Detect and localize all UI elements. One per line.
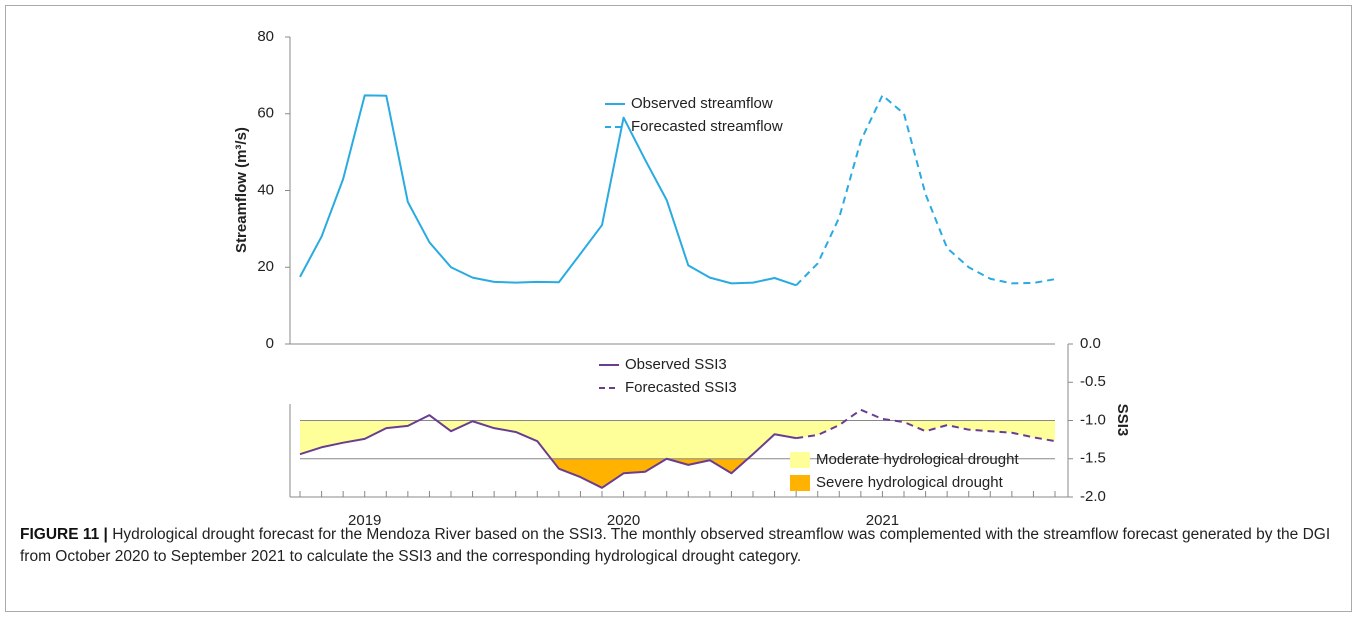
series-line [796,408,1056,443]
caption-text: Hydrological drought forecast for the Me… [20,526,1331,565]
y2-tick-label: -1.0 [1080,411,1106,428]
legend-label: Forecasted SSI3 [625,379,737,396]
y-tick-label: 80 [257,28,274,45]
y2-tick-label: -0.5 [1080,373,1106,390]
y-tick-label: 0 [266,335,274,352]
series-line [299,414,797,489]
series-line [795,94,1056,286]
y2-tick-label: -2.0 [1080,488,1106,505]
series-line [299,94,797,287]
y2-tick-label: -1.5 [1080,450,1106,467]
y-axis-label: Streamflow (m³/s) [233,127,250,253]
caption: FIGURE 11 | Hydrological drought forecas… [20,524,1335,568]
x-tick-label: 2021 [866,512,899,529]
legend-label: Severe hydrological drought [816,474,1004,491]
x-tick-label: 2020 [607,512,640,529]
x-tick-label: 2019 [348,512,381,529]
y2-axis-label: SSI3 [1114,404,1131,437]
legend-label: Observed SSI3 [625,356,727,373]
y-tick-label: 40 [257,181,274,198]
y-tick-label: 60 [257,105,274,122]
legend-swatch [790,452,810,468]
legend-swatch [790,475,810,491]
y-tick-label: 20 [257,258,274,275]
legend-label: Moderate hydrological drought [816,451,1019,468]
figure-frame [5,5,1352,612]
legend-label: Forecasted streamflow [631,118,783,135]
y2-tick-label: 0.0 [1080,335,1101,352]
legend-label: Observed streamflow [631,95,773,112]
caption-label: FIGURE 11 | [20,526,108,543]
